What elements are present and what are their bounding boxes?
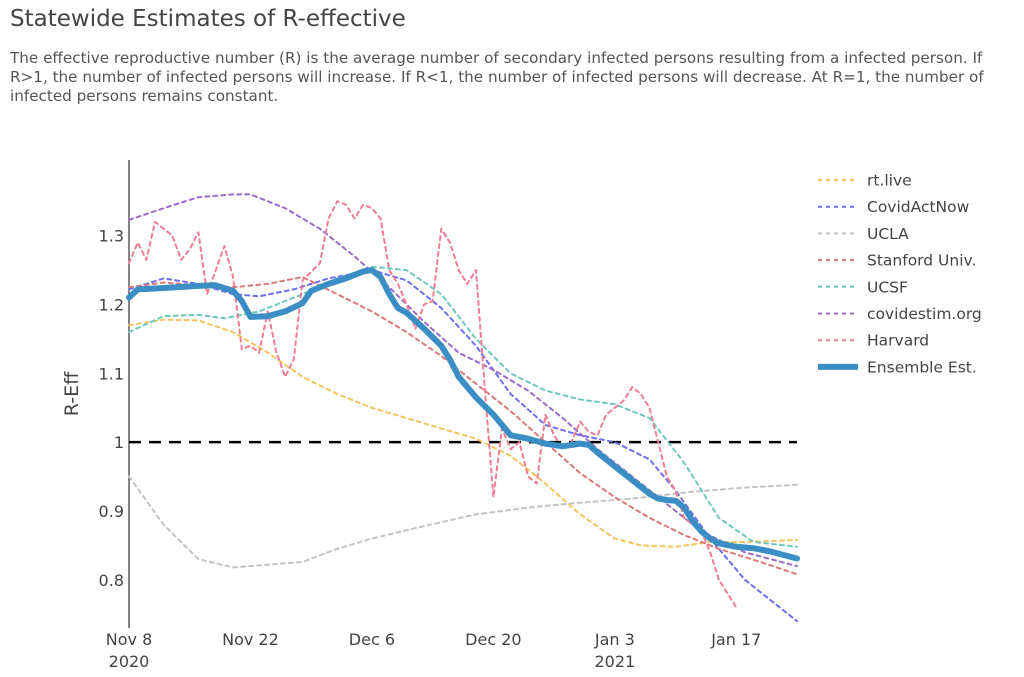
legend-item-harvard[interactable]: Harvard: [818, 332, 929, 350]
legend-item-ucsf[interactable]: UCSF: [818, 278, 908, 296]
x-tick-label: Nov 22: [222, 630, 279, 649]
x-tick-sublabel: 2020: [109, 652, 150, 671]
legend-label: UCSF: [867, 278, 908, 296]
legend-item-ensemble-est[interactable]: Ensemble Est.: [818, 358, 977, 376]
y-tick-label: 0.9: [99, 502, 124, 521]
page-title: Statewide Estimates of R-effective: [10, 6, 406, 32]
y-tick-label: 0.8: [99, 571, 124, 590]
legend-label: rt.live: [867, 172, 912, 190]
y-tick-label: 1.3: [99, 227, 124, 246]
x-tick-label: Jan 17: [710, 630, 761, 649]
series-line-ucla: [128, 475, 798, 569]
x-tick-label: Dec 6: [349, 630, 395, 649]
legend-label: Ensemble Est.: [867, 358, 977, 376]
legend-item-covidactnow[interactable]: CovidActNow: [818, 198, 970, 216]
y-tick-label: 1.2: [99, 296, 124, 315]
x-tick-label: Jan 3: [594, 630, 635, 649]
chart-description: The effective reproductive number (R) is…: [10, 49, 984, 105]
x-tick-label: Nov 8: [106, 630, 153, 649]
series-layer: [126, 193, 800, 623]
legend-item-ucla[interactable]: UCLA: [818, 225, 909, 243]
x-tick-label: Dec 20: [465, 630, 521, 649]
legend-label: covidestim.org: [867, 305, 982, 323]
y-axis: 0.8 0.9 1 1.1 1.2 1.3 R-Eff: [61, 160, 130, 628]
series-line-rt-live: [128, 318, 798, 548]
y-tick-label: 1: [114, 433, 124, 452]
legend-item-covidestim-org[interactable]: covidestim.org: [818, 305, 982, 323]
series-line-stanford-univ: [128, 276, 798, 576]
series-line-ucsf: [128, 265, 798, 548]
x-axis: Nov 8 2020 Nov 22 Dec 6 Dec 20 Jan 3 2021 Jan 1…: [106, 630, 762, 671]
legend-label: Stanford Univ.: [867, 252, 976, 270]
x-tick-sublabel: 2021: [594, 652, 635, 671]
series-line-ensemble-est: [126, 267, 800, 562]
legend-label: Harvard: [867, 332, 929, 350]
y-tick-label: 1.1: [99, 364, 124, 383]
legend-item-rt-live[interactable]: rt.live: [818, 172, 912, 190]
legend-item-stanford-univ[interactable]: Stanford Univ.: [818, 252, 976, 270]
legend-label: UCLA: [867, 225, 909, 243]
legend[interactable]: rt.live CovidActNow UCLA Stanford Univ. UCSF…: [818, 172, 982, 377]
legend-label: CovidActNow: [867, 198, 970, 216]
series-line-harvard: [128, 200, 738, 609]
y-axis-label: R-Eff: [61, 371, 83, 416]
